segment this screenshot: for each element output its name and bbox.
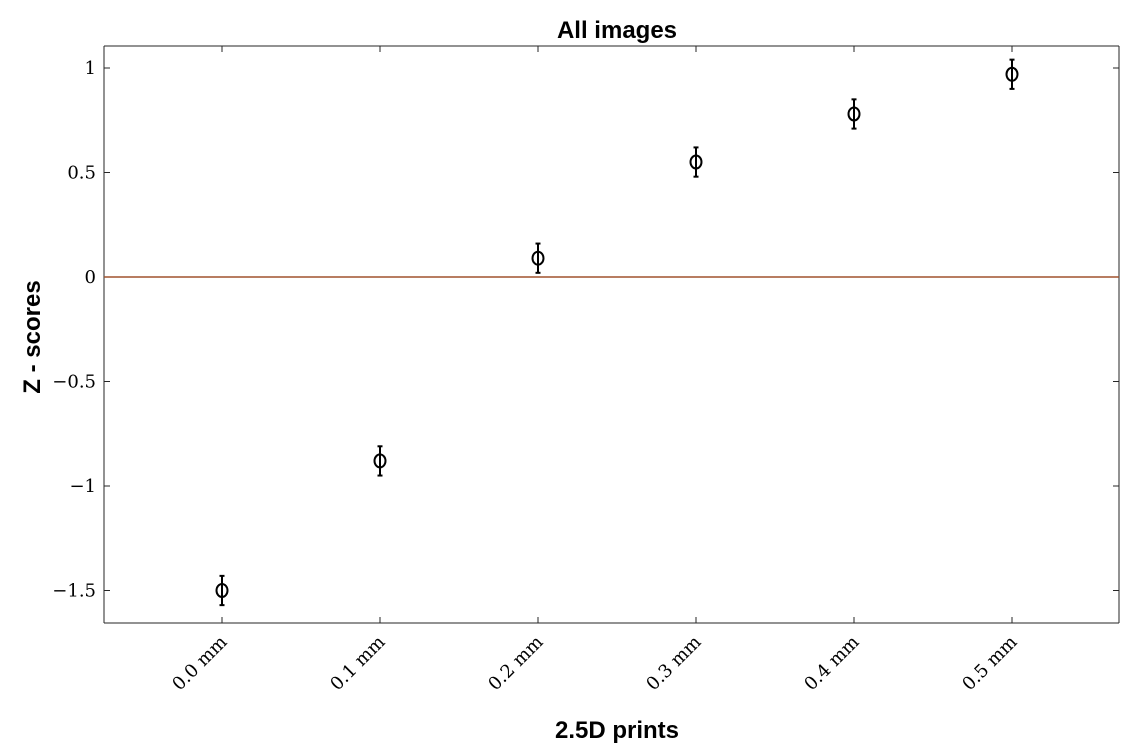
plot-axes (103, 45, 1120, 624)
x-tick-label: 0.5 mm (958, 632, 1021, 695)
y-tick-label: 0.5 (67, 163, 96, 184)
y-tick-label: −1 (69, 476, 96, 497)
x-tick-label: 0.3 mm (642, 632, 705, 695)
y-tick-label: −0.5 (52, 372, 96, 393)
x-tick-label: 0.0 mm (168, 632, 231, 695)
data-point (1005, 66, 1019, 82)
x-tick-label: 0.1 mm (326, 632, 389, 695)
x-axis-label: 2.5D prints (555, 717, 679, 744)
data-point (215, 583, 229, 598)
data-points (215, 58, 1019, 607)
data-point (847, 106, 861, 122)
chart-title: All images (557, 17, 677, 44)
y-tick-label: −1.5 (52, 581, 96, 602)
x-tick-labels: 0.0 mm 0.1 mm 0.2 mm 0.3 mm 0.4 mm 0.5 mm (168, 632, 1021, 695)
y-tick-label: 0 (85, 267, 96, 288)
y-tick-labels: 1 0.5 0 −0.5 −1 −1.5 (52, 58, 96, 602)
y-axis-label: Z - scores (19, 280, 46, 393)
data-point (689, 154, 703, 170)
data-point (373, 453, 387, 469)
x-tick-label: 0.2 mm (484, 632, 547, 695)
x-tick-label: 0.4 mm (800, 632, 863, 695)
data-point (531, 250, 545, 266)
y-tick-label: 1 (85, 58, 96, 79)
